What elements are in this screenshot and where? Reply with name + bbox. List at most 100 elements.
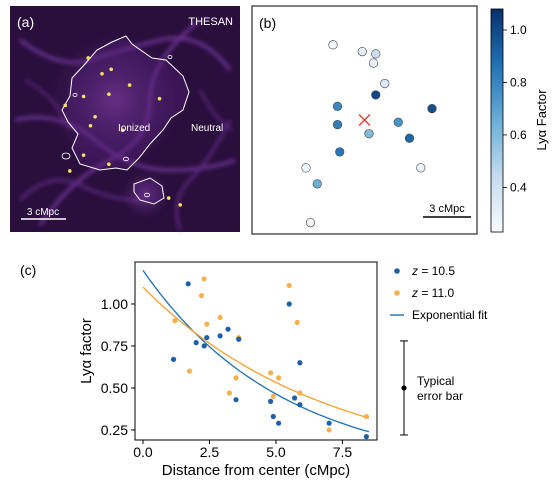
- plot-frame: [134, 261, 378, 441]
- galaxy-point: [81, 94, 86, 99]
- panel-a-label: (a): [17, 14, 34, 30]
- data-point: [297, 360, 303, 366]
- galaxy-point: [63, 103, 67, 108]
- ionized-label: Ionized: [118, 123, 150, 134]
- data-point: [217, 333, 223, 339]
- y-tick-label: 1.00: [101, 296, 128, 312]
- data-point: [201, 276, 207, 282]
- data-point: [217, 314, 223, 321]
- galaxy-markers: [63, 56, 182, 207]
- panel-a-title: THESAN: [188, 16, 233, 28]
- y-tick-label: 0.75: [101, 338, 128, 354]
- galaxy-point: [120, 128, 125, 133]
- galaxy-point: [166, 196, 171, 200]
- neutral-label: Neutral: [191, 123, 223, 134]
- center-marker: [358, 114, 371, 126]
- error-bar-label: Typical: [417, 374, 454, 388]
- panel-a-scale-label: 3 cMpc: [27, 207, 59, 218]
- data-point: [363, 413, 369, 420]
- panel-b-scale-label: 3 cMpc: [429, 203, 465, 215]
- colorbar-label: Lyα Factor: [534, 89, 549, 151]
- data-point: [268, 370, 274, 376]
- galaxy-point: [107, 162, 111, 166]
- x-tick-label: 0.0: [133, 444, 153, 460]
- data-point: [276, 375, 282, 381]
- colorbar-tick-label: 0.8: [510, 75, 527, 89]
- y-axis-label: Lyα factor: [78, 318, 95, 384]
- data-point: [326, 427, 332, 433]
- data-point: [326, 420, 332, 426]
- lya-point: [404, 133, 415, 143]
- ionized-region-contour: [61, 35, 190, 171]
- plot-area: 0.0 2.5 5.0 7.5 0.25 0.50 0.75 1.00 Distance fro…: [78, 261, 378, 479]
- legend-label: Exponential fit: [412, 308, 488, 322]
- y-tick-label: 0.25: [101, 422, 128, 438]
- data-point: [201, 343, 207, 349]
- lya-point: [371, 49, 381, 59]
- galaxy-point: [127, 83, 132, 87]
- ionized-region-contour-small: [133, 177, 165, 205]
- data-point: [276, 420, 282, 426]
- data-point: [286, 301, 292, 307]
- lya-point: [332, 101, 343, 111]
- galaxy-point: [81, 153, 86, 157]
- colorbar-ticks: 0.4 0.6 0.8 1.0: [503, 23, 527, 194]
- data-point: [186, 368, 193, 374]
- lya-point: [393, 117, 403, 127]
- neutral-island-contour: [61, 152, 71, 160]
- colorbar-tick-label: 1.0: [510, 23, 527, 37]
- data-point: [193, 340, 199, 346]
- y-tick-label: 0.50: [101, 380, 128, 396]
- lya-point: [305, 218, 316, 228]
- galaxy-point: [100, 72, 104, 76]
- neutral-island-contour: [123, 156, 129, 162]
- colorbar-tick-label: 0.6: [510, 128, 527, 142]
- lya-points: [301, 40, 437, 228]
- data-point: [291, 395, 298, 401]
- lya-point: [364, 129, 374, 139]
- galaxy-point: [86, 56, 90, 60]
- legend: z = 10.5 z = 11.0 Exponential fit: [390, 264, 488, 322]
- lya-point: [368, 58, 379, 68]
- error-bar-label: error bar: [417, 389, 463, 403]
- lya-point: [357, 46, 367, 57]
- data-point: [204, 321, 210, 327]
- panel-a: (a) THESAN Ionized Neutral 3 cMpc: [10, 6, 240, 232]
- data-point: [297, 390, 303, 396]
- legend-label: z = 11.0: [411, 286, 454, 300]
- galaxy-point: [157, 96, 162, 101]
- legend-marker: [394, 268, 400, 274]
- lya-point: [335, 147, 345, 157]
- x-tick-label: 2.5: [200, 444, 220, 460]
- data-point: [268, 398, 274, 404]
- galaxy-point: [178, 203, 182, 207]
- data-point: [294, 319, 300, 326]
- data-point: [270, 413, 276, 420]
- data-point: [226, 390, 233, 396]
- lya-point: [328, 40, 338, 50]
- data-point: [198, 292, 205, 299]
- galaxy-point: [93, 114, 97, 119]
- galaxy-point: [109, 67, 113, 72]
- legend-marker: [394, 290, 400, 296]
- data-point: [363, 434, 369, 440]
- galaxy-point: [88, 123, 93, 128]
- panel-b: (b) 3 cMpc 0.4 0.6 0.8 1.0 Lyα Factor: [251, 5, 549, 235]
- legend-label: z = 10.5: [411, 264, 455, 278]
- data-point: [170, 356, 177, 362]
- lya-point: [371, 90, 381, 100]
- colorbar-tick-label: 0.4: [510, 180, 527, 194]
- lya-point: [380, 78, 390, 89]
- lya-point: [312, 179, 322, 189]
- data-point: [270, 393, 276, 399]
- data-point: [185, 281, 191, 287]
- panel-c-label: (c): [20, 262, 36, 278]
- data-point: [172, 318, 178, 324]
- data-point: [236, 336, 242, 342]
- data-point: [233, 375, 239, 381]
- lya-point: [332, 119, 343, 130]
- center-cross-stroke: [358, 114, 371, 126]
- data-point: [225, 326, 231, 332]
- neutral-island-contour: [144, 192, 150, 198]
